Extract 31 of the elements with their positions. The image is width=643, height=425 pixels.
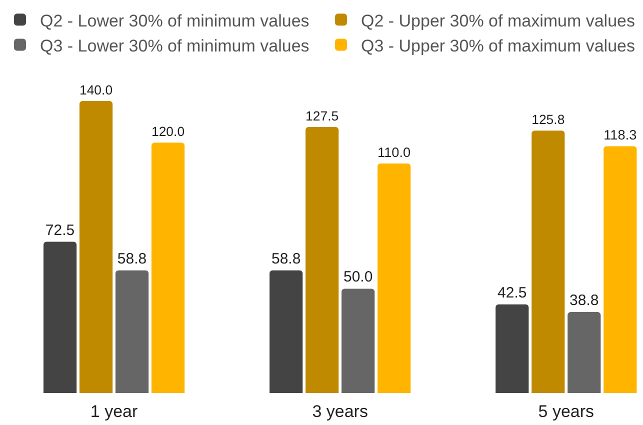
bar bbox=[342, 288, 375, 393]
bar bbox=[270, 270, 303, 393]
data-label: 58.8 bbox=[117, 250, 147, 268]
x-tick-label: 1 year bbox=[90, 402, 138, 421]
bar bbox=[79, 100, 113, 393]
legend-label: Q2 - Upper 30% of maximum values bbox=[361, 11, 635, 30]
data-label: 120.0 bbox=[151, 124, 185, 140]
bar bbox=[496, 304, 529, 393]
legend-label: Q2 - Lower 30% of minimum values bbox=[40, 11, 310, 30]
data-label: 50.0 bbox=[343, 268, 373, 286]
bar bbox=[306, 127, 339, 393]
data-label: 125.8 bbox=[532, 112, 565, 128]
bar bbox=[568, 312, 601, 393]
data-label: 58.8 bbox=[271, 250, 301, 268]
bar bbox=[532, 130, 565, 393]
bar bbox=[151, 142, 185, 393]
x-tick-label: 3 years bbox=[312, 402, 368, 421]
x-tick-label: 5 years bbox=[538, 402, 594, 421]
bar bbox=[378, 164, 411, 393]
data-label: 42.5 bbox=[498, 284, 527, 302]
data-label: 38.8 bbox=[570, 292, 599, 310]
data-label: 140.0 bbox=[79, 82, 113, 98]
legend-label: Q3 - Lower 30% of minimum values bbox=[40, 36, 310, 56]
bar bbox=[43, 242, 77, 393]
legend-label: Q3 - Upper 30% of maximum values bbox=[361, 36, 635, 56]
data-label: 127.5 bbox=[306, 108, 339, 124]
bar bbox=[115, 270, 149, 393]
data-label: 110.0 bbox=[378, 144, 412, 160]
data-label: 72.5 bbox=[45, 222, 75, 239]
bar bbox=[604, 146, 637, 393]
data-label: 118.3 bbox=[604, 128, 637, 143]
